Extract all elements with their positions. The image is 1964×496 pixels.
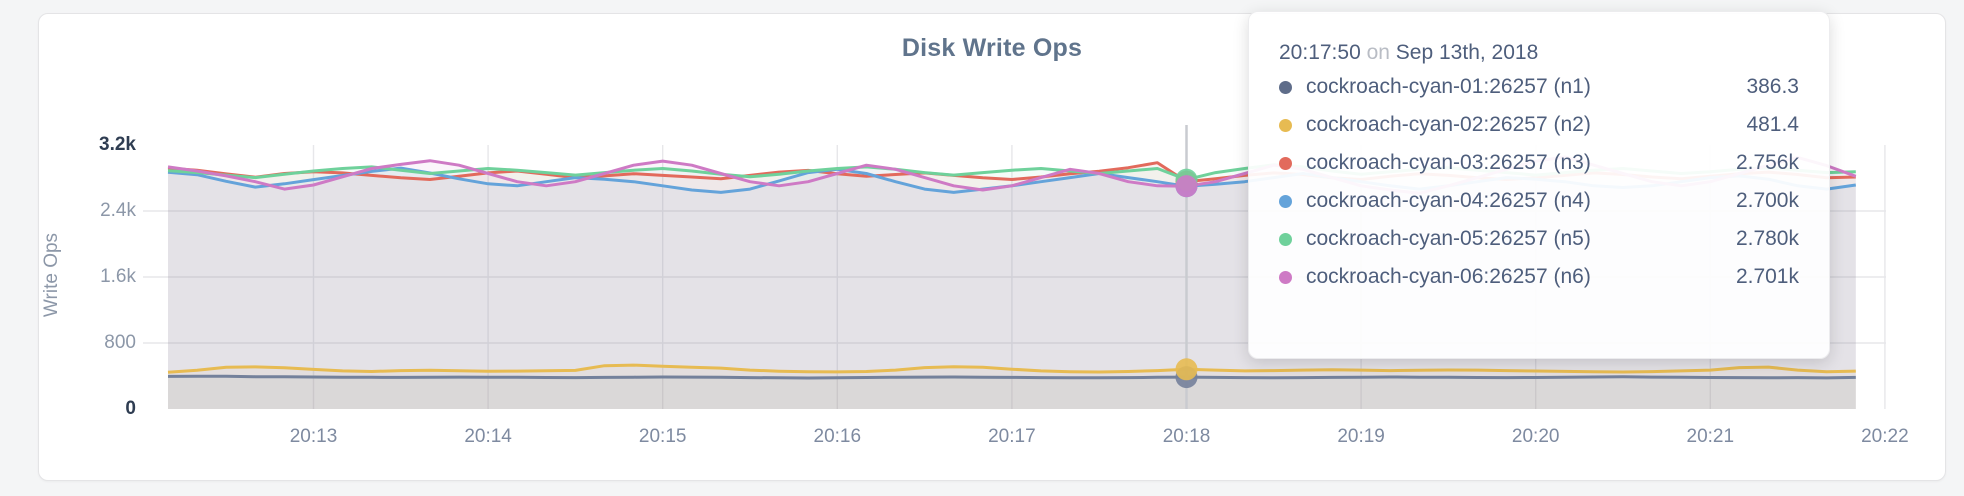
tooltip-row: cockroach-cyan-05:26257 (n5) 2.780k — [1279, 220, 1799, 258]
chart-title: Disk Write Ops — [901, 34, 1083, 62]
tooltip-time: 20:17:50 — [1279, 41, 1361, 64]
series-name: cockroach-cyan-01:26257 (n1) — [1306, 75, 1591, 98]
hover-dot — [1175, 358, 1198, 381]
series-line — [167, 374, 1856, 380]
series-value: 2.756k — [1735, 151, 1799, 174]
y-tick-label: 3.2k — [99, 134, 136, 155]
tooltip-rows: cockroach-cyan-01:26257 (n1) 386.3 cockroa… — [1279, 68, 1799, 296]
series-name: cockroach-cyan-03:26257 (n3) — [1306, 151, 1591, 174]
tooltip-row: cockroach-cyan-02:26257 (n2) 481.4 — [1279, 106, 1799, 144]
series-line — [167, 363, 1856, 374]
tooltip-row: cockroach-cyan-06:26257 (n6) 2.701k — [1279, 258, 1799, 296]
y-tick-label: 0 — [125, 398, 136, 419]
tooltip-row: cockroach-cyan-01:26257 (n1) 386.3 — [1279, 68, 1799, 106]
x-tick-label: 20:16 — [813, 426, 862, 447]
legend-dot-icon — [1279, 232, 1292, 246]
x-tick-label: 20:13 — [289, 426, 338, 447]
series-value: 2.700k — [1735, 189, 1799, 212]
y-tick-label: 1.6k — [100, 266, 136, 287]
legend-dot-icon — [1279, 194, 1292, 208]
legend-dot-icon — [1279, 156, 1292, 170]
tooltip-row: cockroach-cyan-04:26257 (n4) 2.700k — [1279, 182, 1799, 220]
tooltip: 20:17:50 on Sep 13th, 2018 cockroach-cya… — [1248, 11, 1830, 359]
tooltip-conjunction: on — [1366, 41, 1390, 64]
series-name: cockroach-cyan-04:26257 (n4) — [1306, 189, 1591, 212]
series-value: 2.780k — [1735, 227, 1799, 250]
legend-dot-icon — [1279, 80, 1292, 94]
series-area — [168, 376, 1856, 409]
legend-dot-icon — [1279, 118, 1292, 132]
y-tick-label: 2.4k — [100, 200, 136, 221]
tooltip-row: cockroach-cyan-03:26257 (n3) 2.756k — [1279, 144, 1799, 182]
x-tick-label: 20:18 — [1162, 426, 1211, 447]
series-value: 481.4 — [1746, 113, 1799, 136]
tooltip-date: Sep 13th, 2018 — [1395, 41, 1539, 64]
legend-dot-icon — [1279, 270, 1292, 284]
x-tick-label: 20:19 — [1337, 426, 1385, 447]
series-name: cockroach-cyan-02:26257 (n2) — [1306, 113, 1591, 136]
x-tick-label: 20:17 — [988, 426, 1036, 447]
x-tick-label: 20:20 — [1511, 426, 1560, 447]
x-tick-label: 20:22 — [1861, 426, 1909, 447]
y-tick-label: 800 — [104, 332, 136, 353]
series-name: cockroach-cyan-06:26257 (n6) — [1306, 265, 1591, 288]
tooltip-header: 20:17:50 on Sep 13th, 2018 — [1279, 38, 1799, 68]
x-tick-label: 20:21 — [1686, 426, 1735, 447]
series-value: 2.701k — [1735, 265, 1799, 288]
x-tick-label: 20:14 — [464, 426, 512, 447]
hover-dot — [1175, 175, 1198, 198]
series-name: cockroach-cyan-05:26257 (n5) — [1306, 227, 1591, 250]
series-value: 386.3 — [1746, 75, 1799, 98]
x-tick-label: 20:15 — [638, 426, 687, 447]
